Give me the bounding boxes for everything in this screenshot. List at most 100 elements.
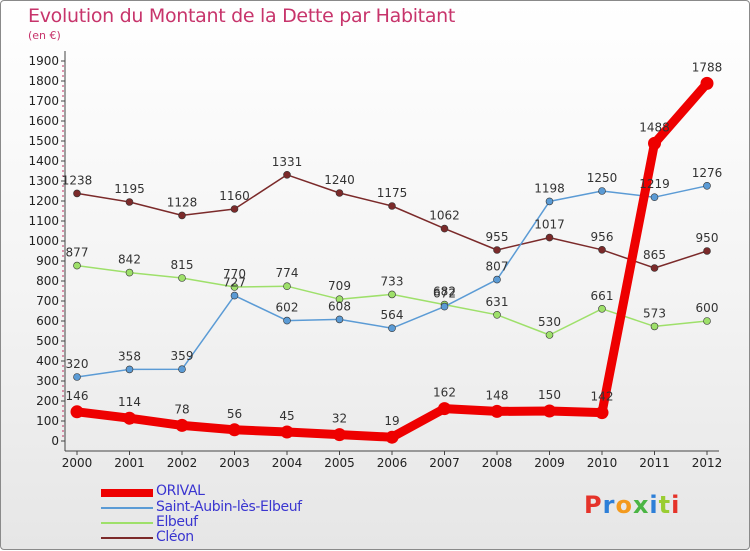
data-point-cl-on: [650, 264, 659, 272]
legend-label-cleon: Cléon: [156, 529, 194, 545]
data-point-elbeuf: [73, 261, 81, 270]
logo-letter: t: [658, 491, 672, 519]
data-label-elbeuf: 631: [486, 295, 509, 309]
data-label-cl-on: 865: [643, 248, 666, 262]
logo-letter: P: [584, 491, 603, 519]
data-label-cl-on: 1017: [534, 218, 565, 232]
data-point-cl-on: [440, 224, 449, 233]
data-point-saint-aubin-l-s-elbeuf: [73, 373, 81, 381]
data-point-orival: [175, 418, 189, 432]
data-label-elbeuf: 530: [538, 315, 561, 329]
data-point-saint-aubin-l-s-elbeuf: [440, 302, 449, 311]
y-tick-label: 1000: [28, 234, 59, 248]
data-label-saint-aubin-l-s-elbeuf: 1219: [639, 177, 670, 191]
x-tick-label: 2002: [167, 456, 198, 470]
x-tick-label: 2009: [534, 456, 565, 470]
data-label-cl-on: 1160: [219, 189, 250, 203]
legend-swatch-orival: [101, 489, 153, 497]
legend-swatch-cleon: [101, 537, 153, 539]
proxiti-logo: Proxiti: [584, 491, 680, 519]
logo-letter: i: [649, 491, 659, 519]
y-tick-label: 1300: [28, 174, 59, 188]
data-label-saint-aubin-l-s-elbeuf: 602: [276, 301, 299, 315]
data-label-cl-on: 1062: [429, 209, 460, 223]
x-tick-label: 2012: [692, 456, 723, 470]
data-label-orival: 56: [227, 407, 242, 421]
data-point-elbeuf: [493, 310, 501, 319]
y-tick-label: 1600: [28, 114, 59, 128]
data-label-elbeuf: 815: [171, 258, 194, 272]
legend-swatch-saint-aubin: [101, 507, 153, 509]
data-point-elbeuf: [388, 290, 396, 299]
legend-item-saint-aubin: Saint-Aubin-lès-Elbeuf: [101, 499, 401, 515]
y-tick-label: 1100: [28, 214, 59, 228]
data-point-orival: [70, 405, 84, 419]
data-label-elbeuf: 774: [276, 266, 299, 280]
data-label-saint-aubin-l-s-elbeuf: 359: [171, 349, 194, 363]
x-tick-label: 2011: [639, 456, 670, 470]
y-tick-label: 600: [36, 314, 59, 328]
data-point-orival: [490, 404, 504, 418]
data-label-saint-aubin-l-s-elbeuf: 1250: [587, 171, 618, 185]
data-point-cl-on: [545, 233, 554, 242]
logo-letter: r: [602, 491, 616, 519]
x-tick-label: 2001: [114, 456, 145, 470]
data-label-saint-aubin-l-s-elbeuf: 1276: [692, 166, 723, 180]
data-label-orival: 1788: [692, 60, 723, 74]
x-tick-label: 2006: [377, 456, 408, 470]
data-point-orival: [700, 76, 714, 90]
data-point-elbeuf: [230, 283, 239, 291]
y-tick-label: 1200: [28, 194, 59, 208]
data-point-orival: [438, 402, 451, 416]
legend-label-saint-aubin: Saint-Aubin-lès-Elbeuf: [156, 499, 302, 515]
data-point-saint-aubin-l-s-elbeuf: [703, 182, 711, 190]
data-label-orival: 162: [433, 386, 456, 400]
data-point-orival: [333, 428, 346, 442]
legend-swatch-elbeuf: [101, 522, 153, 524]
data-point-cl-on: [230, 205, 239, 213]
data-label-elbeuf: 877: [66, 246, 89, 260]
data-point-orival: [385, 430, 399, 444]
data-label-cl-on: 1128: [167, 195, 198, 209]
data-label-elbeuf: 600: [696, 301, 719, 315]
data-point-cl-on: [388, 202, 396, 210]
legend-item-orival: ORIVAL: [101, 483, 401, 499]
data-label-cl-on: 1331: [272, 155, 303, 169]
data-label-orival: 148: [486, 388, 509, 402]
y-tick-label: 1700: [28, 94, 59, 108]
data-label-orival: 146: [66, 389, 89, 403]
data-label-elbeuf: 842: [118, 253, 141, 267]
data-label-elbeuf: 709: [328, 279, 351, 293]
x-tick-label: 2010: [587, 456, 618, 470]
data-label-elbeuf: 573: [643, 306, 666, 320]
data-labels-layer: 1238 1195 1128 1160 1331 1240 1175 1062 955 1017 9…: [62, 60, 723, 428]
x-tick-label: 2007: [429, 456, 460, 470]
data-point-saint-aubin-l-s-elbeuf: [545, 197, 554, 206]
data-label-orival: 19: [384, 414, 399, 428]
series-layer: [70, 76, 714, 444]
data-label-saint-aubin-l-s-elbeuf: 727: [223, 276, 246, 290]
data-point-saint-aubin-l-s-elbeuf: [283, 316, 291, 325]
data-point-cl-on: [125, 198, 134, 206]
data-point-cl-on: [73, 189, 81, 198]
data-point-orival: [543, 404, 556, 418]
data-label-saint-aubin-l-s-elbeuf: 564: [381, 308, 404, 322]
data-point-saint-aubin-l-s-elbeuf: [388, 324, 396, 333]
logo-letter: o: [615, 491, 633, 519]
data-label-saint-aubin-l-s-elbeuf: 672: [433, 287, 456, 301]
data-point-elbeuf: [335, 295, 344, 304]
data-label-saint-aubin-l-s-elbeuf: 608: [328, 299, 351, 313]
data-label-orival: 1488: [639, 120, 670, 134]
y-tick-label: 100: [36, 414, 59, 428]
y-tick-label: 1400: [28, 154, 59, 168]
x-tick-label: 2008: [482, 456, 513, 470]
data-label-cl-on: 1175: [377, 186, 408, 200]
data-label-elbeuf: 661: [591, 289, 614, 303]
legend-label-elbeuf: Elbeuf: [156, 514, 198, 530]
x-tick-label: 2000: [62, 456, 93, 470]
data-point-cl-on: [493, 246, 501, 254]
y-tick-label: 200: [36, 394, 59, 408]
chart-title: Evolution du Montant de la Dette par Hab…: [28, 5, 456, 27]
data-label-cl-on: 956: [591, 230, 614, 244]
